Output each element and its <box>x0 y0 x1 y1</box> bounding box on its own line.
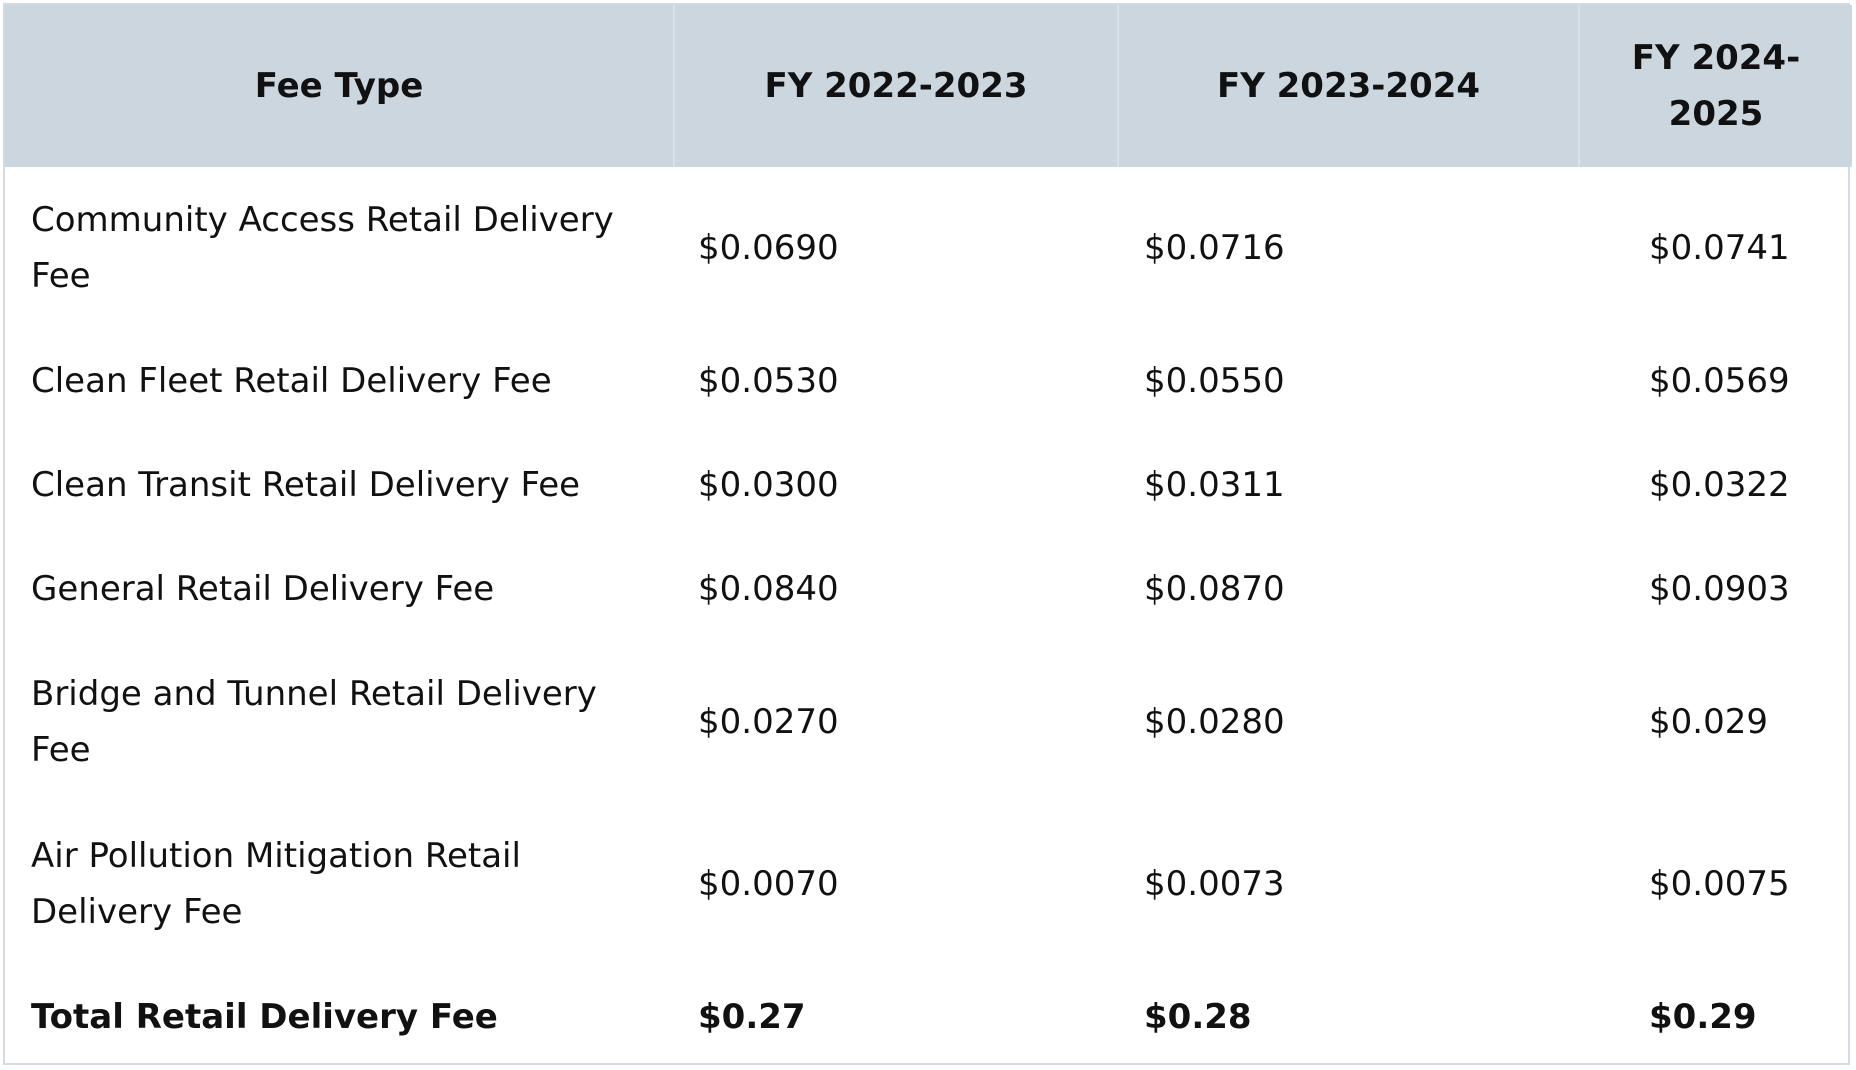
fee-type-cell: Clean Fleet Retail Delivery Fee <box>31 361 552 401</box>
total-fy-2023-2024-cell: $0.28 <box>1144 997 1252 1037</box>
fy-2022-2023-cell: $0.0270 <box>698 702 839 742</box>
fy-2024-2025-cell: $0.029 <box>1649 702 1768 742</box>
table-row: Clean Transit Retail Delivery Fee $0.030… <box>5 433 1852 537</box>
fy-2022-2023-cell: $0.0840 <box>698 569 839 609</box>
fee-type-cell: Clean Transit Retail Delivery Fee <box>31 465 581 505</box>
fy-2023-2024-cell: $0.0311 <box>1144 465 1285 505</box>
fy-2022-2023-cell: $0.0070 <box>698 864 839 904</box>
fee-type-cell: General Retail Delivery Fee <box>31 569 495 609</box>
total-fy-2022-2023-cell: $0.27 <box>698 997 806 1037</box>
table-row: Clean Fleet Retail Delivery Fee $0.0530 … <box>5 329 1852 433</box>
total-fy-2024-2025-cell: $0.29 <box>1649 997 1757 1037</box>
fy-2023-2024-cell: $0.0870 <box>1144 569 1285 609</box>
fy-2024-2025-cell: $0.0741 <box>1649 228 1790 268</box>
fee-type-cell: Bridge and Tunnel Retail Delivery Fee <box>31 674 597 770</box>
header-fy-2024-2025: FY 2024-2025 <box>1631 38 1801 134</box>
fy-2023-2024-cell: $0.0073 <box>1144 864 1285 904</box>
header-fy-2023-2024: FY 2023-2024 <box>1118 5 1580 167</box>
fee-type-cell: Community Access Retail Delivery Fee <box>31 200 614 296</box>
table-header-row: Fee Type FY 2022-2023 FY 2023-2024 FY 20… <box>5 5 1852 167</box>
total-row: Total Retail Delivery Fee $0.27 $0.28 $0… <box>5 965 1852 1069</box>
fy-2023-2024-cell: $0.0716 <box>1144 228 1285 268</box>
retail-delivery-fee-table: Fee Type FY 2022-2023 FY 2023-2024 FY 20… <box>5 5 1852 1069</box>
table-row: General Retail Delivery Fee $0.0840 $0.0… <box>5 537 1852 641</box>
fy-2023-2024-cell: $0.0280 <box>1144 702 1285 742</box>
fy-2022-2023-cell: $0.0530 <box>698 361 839 401</box>
fy-2024-2025-cell: $0.0903 <box>1649 569 1790 609</box>
fy-2024-2025-cell: $0.0322 <box>1649 465 1790 505</box>
fy-2022-2023-cell: $0.0300 <box>698 465 839 505</box>
fy-2023-2024-cell: $0.0550 <box>1144 361 1285 401</box>
fy-2024-2025-cell: $0.0569 <box>1649 361 1790 401</box>
fee-table-container: Fee Type FY 2022-2023 FY 2023-2024 FY 20… <box>3 3 1852 1065</box>
table-row: Bridge and Tunnel Retail Delivery Fee $0… <box>5 641 1852 803</box>
fy-2022-2023-cell: $0.0690 <box>698 228 839 268</box>
header-fee-type: Fee Type <box>5 5 675 167</box>
total-label-cell: Total Retail Delivery Fee <box>31 997 498 1037</box>
fee-type-cell: Air Pollution Mitigation Retail Delivery… <box>31 836 521 932</box>
header-fy-2022-2023: FY 2022-2023 <box>674 5 1119 167</box>
fy-2024-2025-cell: $0.0075 <box>1649 864 1790 904</box>
table-row: Community Access Retail Delivery Fee $0.… <box>5 167 1852 329</box>
table-row: Air Pollution Mitigation Retail Delivery… <box>5 803 1852 965</box>
